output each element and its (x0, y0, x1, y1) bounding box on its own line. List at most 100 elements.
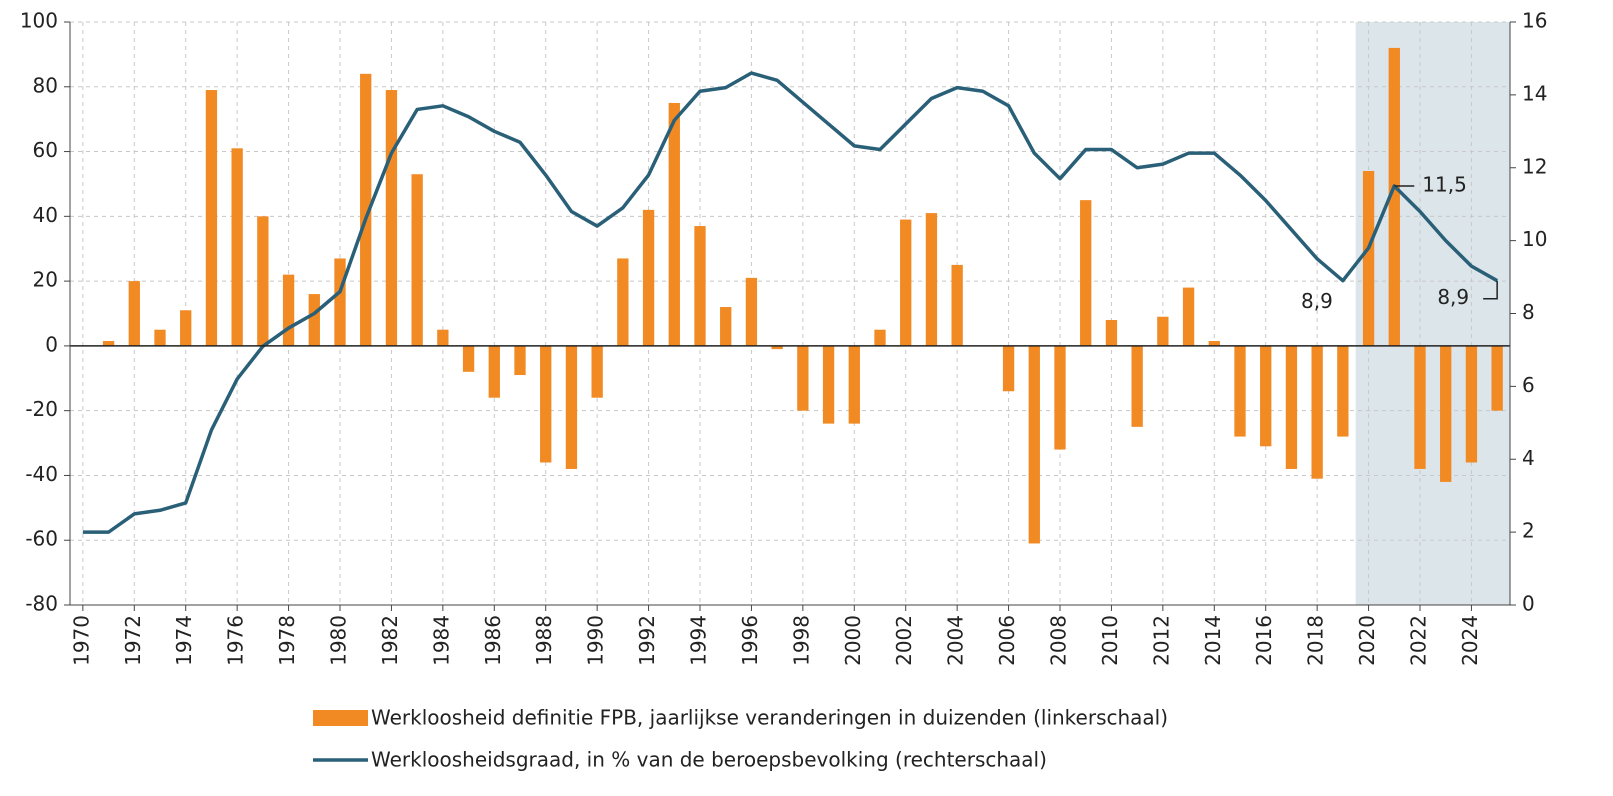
x-tick-label: 2018 (1304, 615, 1328, 666)
bar (1234, 345, 1246, 437)
bar (771, 345, 783, 350)
x-tick-label: 2002 (892, 615, 916, 666)
legend-label: Werkloosheid definitie FPB, jaarlijkse v… (371, 706, 1168, 730)
x-tick-label: 2022 (1407, 615, 1431, 666)
annotation: 11,5 (1422, 172, 1467, 196)
x-tick-label: 2012 (1149, 615, 1173, 666)
bar (205, 90, 218, 346)
x-tick-label: 1982 (378, 615, 402, 666)
bar (900, 219, 912, 346)
x-tick-label: 1974 (172, 615, 196, 666)
bar (180, 310, 192, 346)
x-tick-label: 1980 (327, 615, 351, 666)
x-tick-label: 2004 (944, 615, 968, 666)
bar (1208, 341, 1220, 346)
bar (462, 345, 475, 372)
bar (231, 148, 243, 346)
x-tick-label: 1972 (121, 615, 145, 666)
bar (102, 341, 115, 346)
bar (1080, 200, 1092, 346)
y-tick-label: -20 (25, 397, 58, 421)
bar (154, 329, 166, 346)
bar (1285, 345, 1298, 469)
x-tick-label: 2016 (1252, 615, 1276, 666)
bar (411, 174, 423, 346)
y2-tick-label: 10 (1522, 227, 1547, 251)
bar (385, 90, 398, 346)
bar (720, 307, 732, 346)
y-tick-label: 100 (20, 9, 58, 33)
x-tick-label: 1978 (275, 615, 299, 666)
bar (1491, 345, 1503, 411)
bar (1362, 170, 1375, 346)
bar (1105, 319, 1118, 346)
bar (1054, 345, 1066, 450)
y2-tick-label: 6 (1522, 373, 1535, 397)
x-tick-label: 2008 (1047, 615, 1071, 666)
x-tick-label: 1984 (429, 615, 453, 666)
bar (1182, 287, 1195, 346)
bar (488, 345, 500, 398)
x-tick-label: 2006 (995, 615, 1019, 666)
y2-tick-label: 0 (1522, 592, 1535, 616)
y-tick-label: 60 (33, 138, 58, 162)
bar (334, 258, 346, 346)
bar (617, 258, 629, 346)
bar (745, 277, 758, 346)
bar (1131, 345, 1143, 427)
bar (1157, 316, 1169, 346)
bar (437, 329, 449, 346)
bar (822, 345, 835, 424)
y2-tick-label: 16 (1522, 9, 1547, 33)
bar (257, 216, 269, 346)
y-tick-label: -80 (25, 592, 58, 616)
bar (1260, 345, 1272, 447)
bar (925, 213, 938, 346)
x-tick-label: 2024 (1458, 615, 1482, 666)
bar (565, 345, 578, 469)
bar (1311, 345, 1323, 479)
y2-tick-label: 2 (1522, 519, 1535, 543)
bar (591, 345, 603, 398)
y-tick-label: -40 (25, 462, 58, 486)
bar (951, 264, 963, 346)
legend-swatch (313, 710, 368, 726)
bar (282, 274, 295, 346)
x-tick-label: 1970 (69, 615, 93, 666)
bar (874, 329, 886, 346)
y2-tick-label: 14 (1522, 81, 1547, 105)
x-tick-label: 2020 (1355, 615, 1379, 666)
bar (514, 345, 526, 376)
bar (128, 281, 140, 346)
x-tick-label: 1976 (224, 615, 248, 666)
x-tick-label: 1986 (481, 615, 505, 666)
bar (668, 102, 680, 346)
bar (848, 345, 860, 424)
y-tick-label: 0 (45, 332, 58, 356)
bar (308, 294, 320, 346)
legend-label: Werkloosheidsgraad, in % van de beroepsb… (371, 748, 1047, 772)
x-tick-label: 1994 (687, 615, 711, 666)
x-tick-label: 2014 (1201, 615, 1225, 666)
annotation: 8,9 (1301, 289, 1333, 313)
line (82, 71, 1499, 534)
bar (1440, 345, 1452, 482)
bar (360, 73, 372, 346)
bar (642, 209, 655, 346)
x-tick-label: 2000 (841, 615, 865, 666)
bar (1465, 345, 1478, 463)
bar (1414, 345, 1426, 469)
x-tick-label: 1998 (789, 615, 813, 666)
y-tick-label: 80 (33, 73, 58, 97)
y-tick-label: -60 (25, 527, 58, 551)
y2-tick-label: 4 (1522, 446, 1535, 470)
bar (797, 345, 809, 411)
y2-tick-label: 12 (1522, 154, 1547, 178)
y-tick-label: 20 (33, 268, 58, 292)
y2-tick-label: 8 (1522, 300, 1535, 324)
bar (1028, 345, 1040, 544)
x-tick-label: 1992 (635, 615, 659, 666)
y-tick-label: 40 (33, 203, 58, 227)
x-tick-label: 1996 (738, 615, 762, 666)
